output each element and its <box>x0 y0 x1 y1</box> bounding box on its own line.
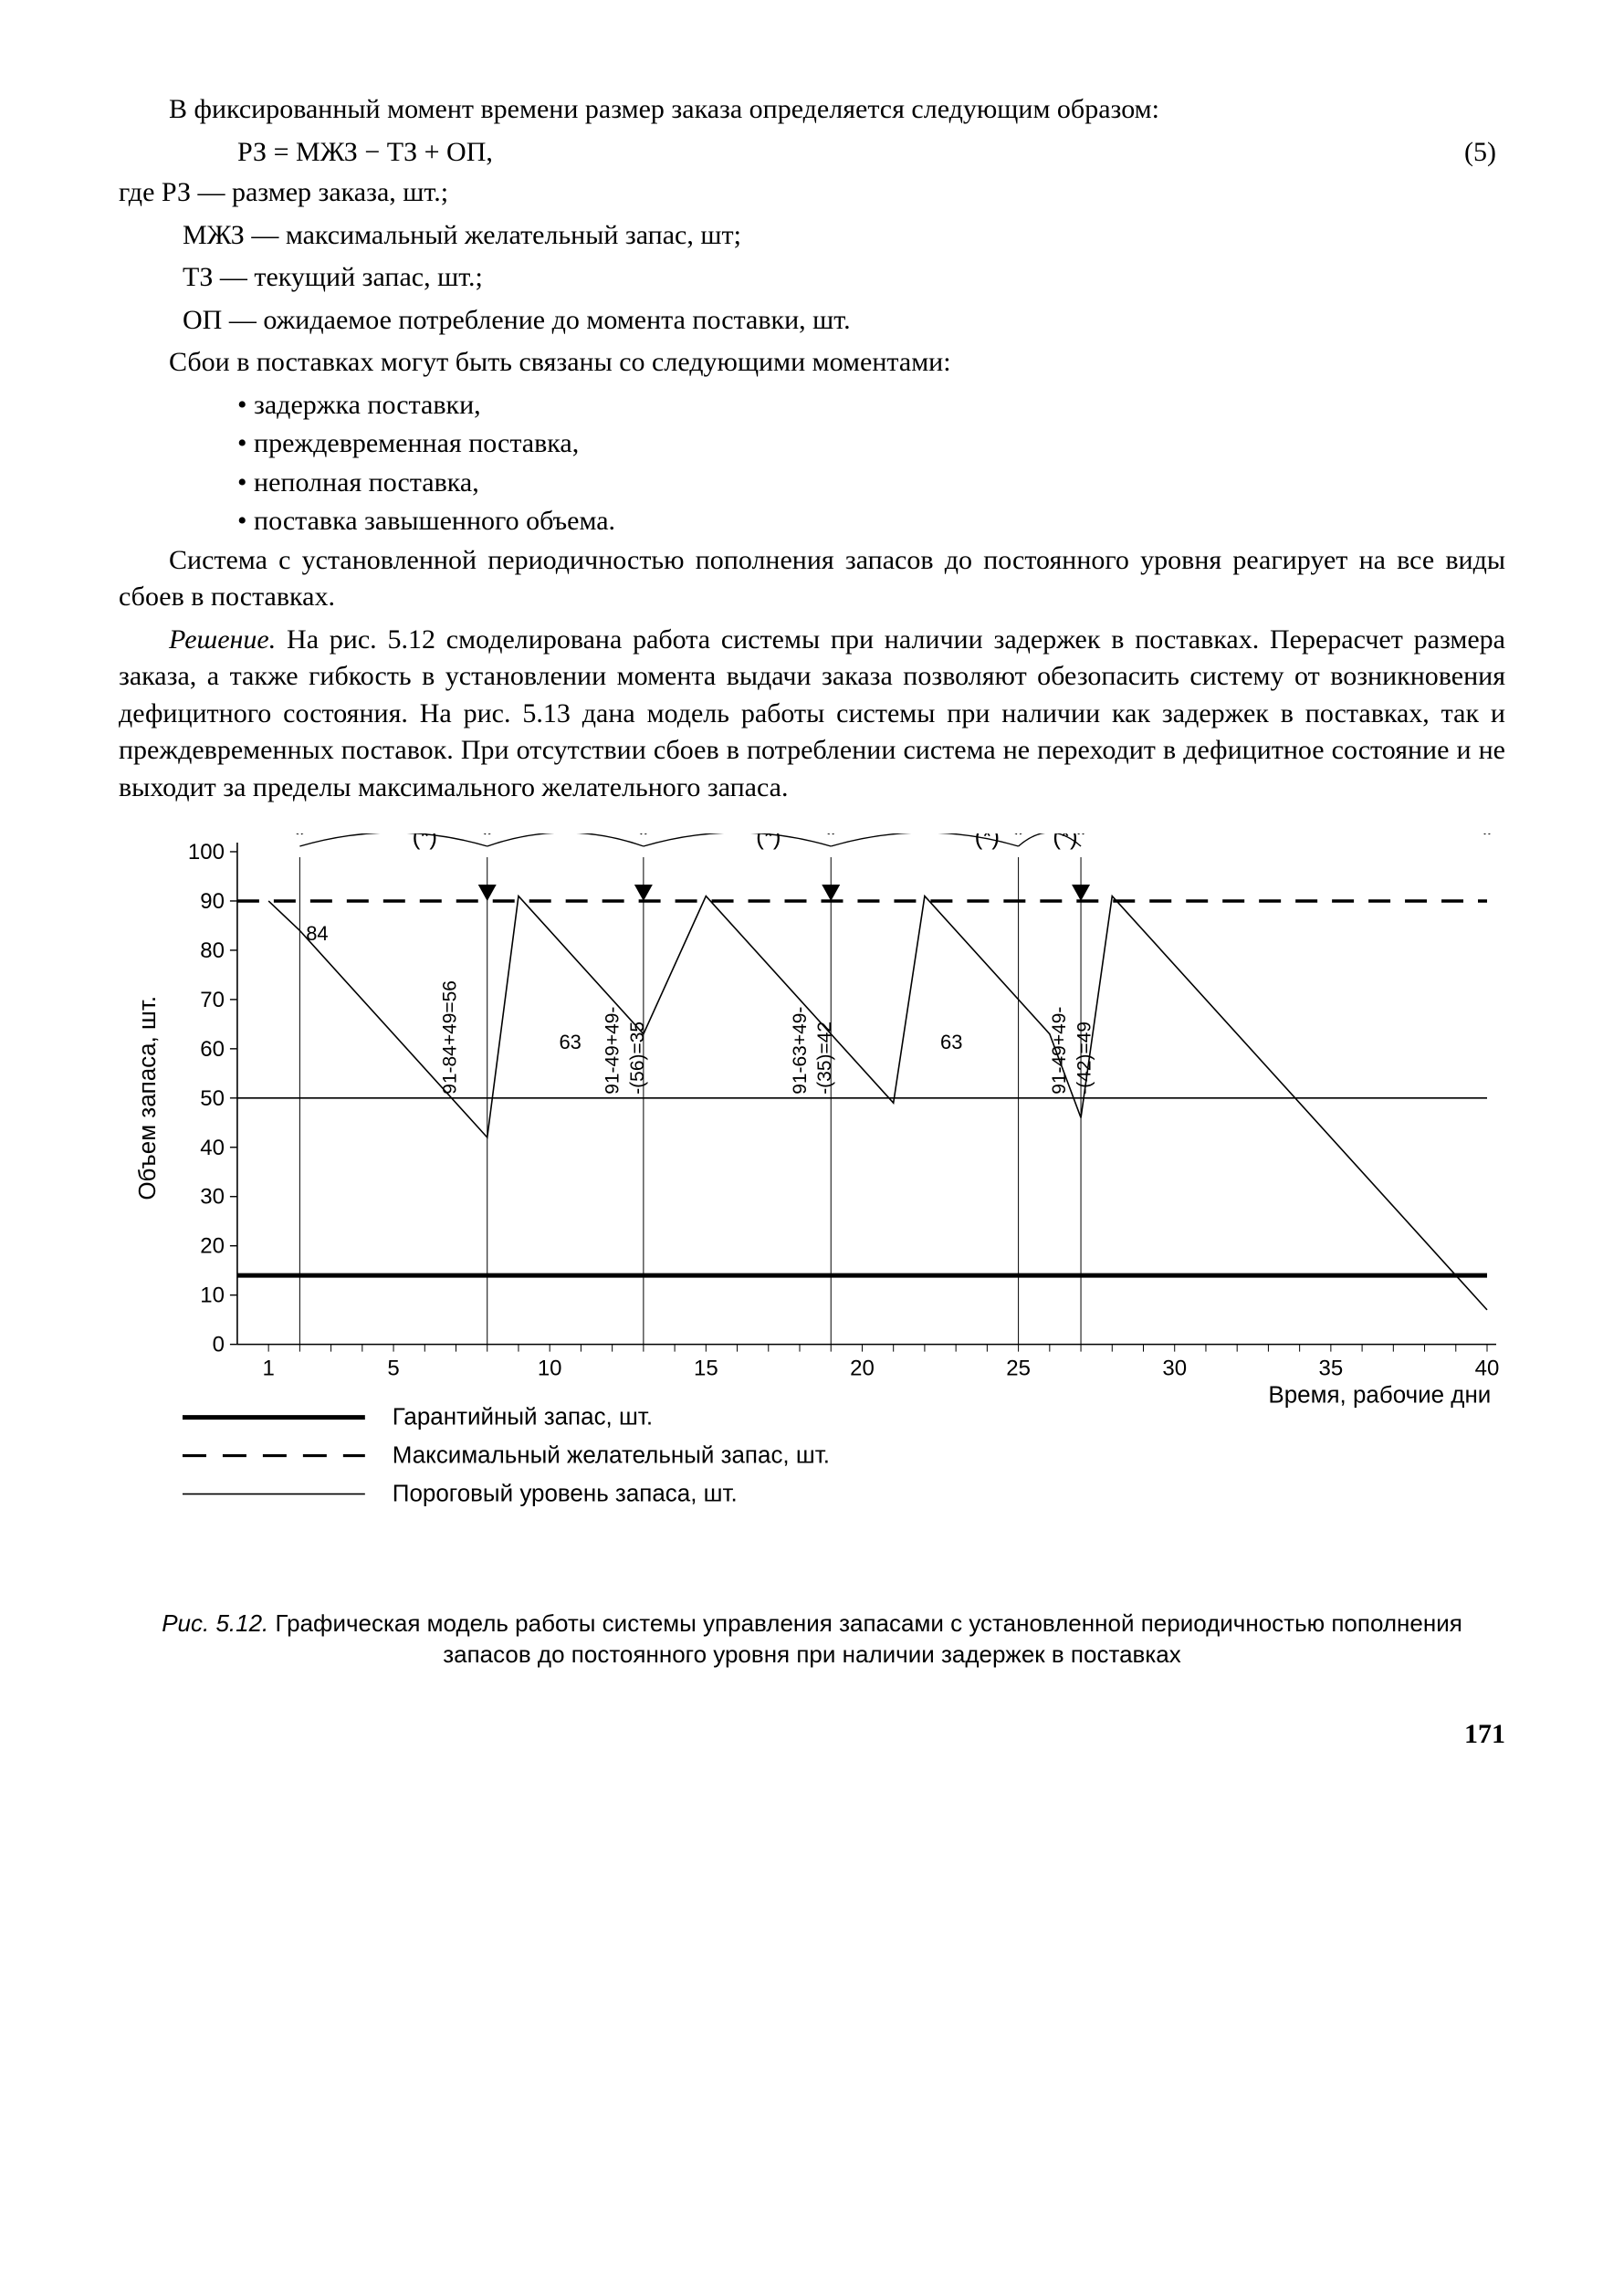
svg-text:Время, рабочие дни: Время, рабочие дни <box>1268 1381 1491 1409</box>
svg-text:1: 1 <box>262 1357 274 1381</box>
svg-text:*: * <box>482 833 492 848</box>
svg-text:50: 50 <box>200 1086 225 1111</box>
solution-text: На рис. 5.12 смоделирована работа систем… <box>119 624 1505 802</box>
intro-paragraph: В фиксированный момент времени размер за… <box>119 91 1505 129</box>
svg-text:91-63+49-: 91-63+49- <box>790 1007 811 1095</box>
solution-label: Решение. <box>169 624 276 655</box>
svg-text:91-49+49-: 91-49+49- <box>602 1007 623 1095</box>
bullet-item: поставка завышенного объема. <box>119 503 1505 540</box>
figure-label: Рис. 5.12. <box>162 1609 268 1637</box>
svg-text:(*): (*) <box>975 833 1000 850</box>
figure-caption: Рис. 5.12. Графическая модель работы сис… <box>119 1609 1505 1671</box>
svg-text:91-49+49-: 91-49+49- <box>1049 1007 1070 1095</box>
svg-text:Пороговый уровень запаса, шт.: Пороговый уровень запаса, шт. <box>393 1480 738 1507</box>
svg-text:(*): (*) <box>1053 833 1077 850</box>
svg-text:Объем запаса, шт.: Объем запаса, шт. <box>133 996 161 1200</box>
definition-line: МЖЗ — максимальный желательный запас, шт… <box>183 217 1505 255</box>
svg-text:90: 90 <box>200 889 225 914</box>
svg-text:20: 20 <box>200 1234 225 1259</box>
definition-line: где РЗ — размер заказа, шт.; <box>119 174 1505 212</box>
svg-text:(*): (*) <box>413 833 437 850</box>
svg-text:91-84+49=56: 91-84+49=56 <box>440 980 461 1095</box>
definition-line: ТЗ — текущий запас, шт.; <box>183 259 1505 297</box>
svg-text:100: 100 <box>188 840 225 865</box>
svg-text:-(35)=42: -(35)=42 <box>814 1022 835 1095</box>
equation-number: (5) <box>1464 134 1496 172</box>
svg-text:80: 80 <box>200 938 225 963</box>
svg-text:84: 84 <box>306 922 328 945</box>
svg-text:-(56)=35: -(56)=35 <box>627 1022 648 1095</box>
svg-text:*: * <box>638 833 648 848</box>
svg-text:*: * <box>826 833 836 848</box>
solution-paragraph: Решение. На рис. 5.12 смоделирована рабо… <box>119 622 1505 807</box>
definition-line: ОП — ожидаемое потребление до момента по… <box>183 302 1505 340</box>
svg-text:63: 63 <box>559 1031 581 1053</box>
bullet-item: преждевременная поставка, <box>119 425 1505 463</box>
svg-text:-(42)=49: -(42)=49 <box>1074 1022 1095 1095</box>
failures-lead: Сбои в поставках могут быть связаны со с… <box>119 344 1505 382</box>
svg-text:40: 40 <box>200 1136 225 1160</box>
svg-text:10: 10 <box>538 1357 562 1381</box>
stock-chart: 01020304050607080901001510152025303540Вр… <box>119 833 1505 1581</box>
svg-text:35: 35 <box>1319 1357 1344 1381</box>
bullet-item: задержка поставки, <box>119 387 1505 424</box>
page-number: 171 <box>119 1716 1505 1754</box>
svg-text:70: 70 <box>200 988 225 1012</box>
svg-text:20: 20 <box>850 1357 875 1381</box>
system-paragraph: Система с установленной периодичностью п… <box>119 542 1505 616</box>
svg-text:60: 60 <box>200 1037 225 1062</box>
svg-text:10: 10 <box>200 1284 225 1308</box>
svg-text:*: * <box>1013 833 1023 848</box>
formula-row: РЗ = МЖЗ − ТЗ + ОП, (5) <box>119 134 1505 172</box>
figure-5-12: 01020304050607080901001510152025303540Вр… <box>119 833 1505 1581</box>
svg-text:*: * <box>1483 833 1493 848</box>
svg-text:5: 5 <box>387 1357 399 1381</box>
svg-text:0: 0 <box>213 1333 225 1357</box>
svg-text:Гарантийный запас, шт.: Гарантийный запас, шт. <box>393 1403 653 1430</box>
figure-caption-text: Графическая модель работы системы управл… <box>276 1609 1462 1668</box>
bullet-item: неполная поставка, <box>119 465 1505 502</box>
svg-text:(*): (*) <box>756 833 781 850</box>
svg-text:15: 15 <box>694 1357 718 1381</box>
svg-text:25: 25 <box>1006 1357 1031 1381</box>
svg-text:Максимальный желательный запас: Максимальный желательный запас, шт. <box>393 1441 830 1469</box>
formula-text: РЗ = МЖЗ − ТЗ + ОП, <box>237 134 493 172</box>
svg-text:63: 63 <box>940 1031 962 1053</box>
svg-text:30: 30 <box>200 1185 225 1210</box>
svg-text:40: 40 <box>1475 1357 1500 1381</box>
svg-text:30: 30 <box>1162 1357 1187 1381</box>
svg-text:*: * <box>295 833 305 848</box>
